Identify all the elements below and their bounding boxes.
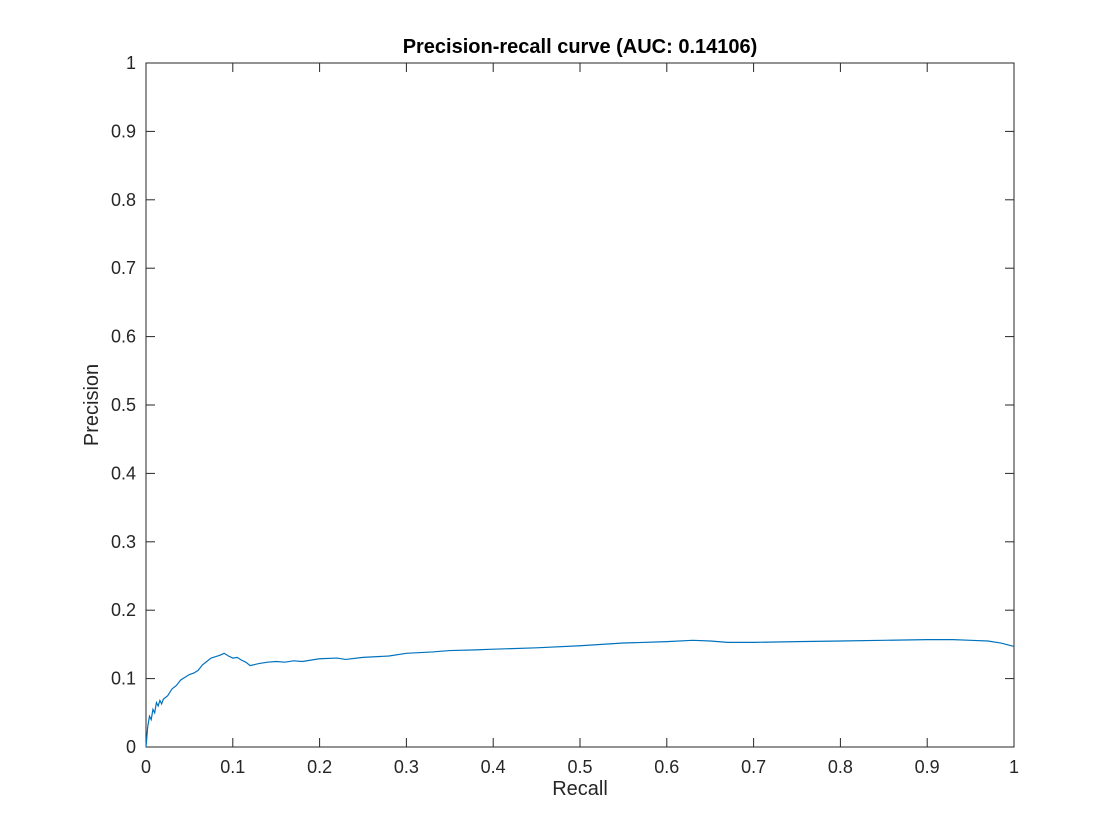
- x-tick-label: 0.2: [307, 757, 332, 777]
- y-tick-label: 1: [126, 53, 136, 73]
- x-tick-label: 0.6: [654, 757, 679, 777]
- y-tick-label: 0.2: [111, 600, 136, 620]
- y-tick-label: 0.7: [111, 258, 136, 278]
- x-tick-label: 0.7: [741, 757, 766, 777]
- y-tick-label: 0.9: [111, 121, 136, 141]
- x-tick-label: 1: [1009, 757, 1019, 777]
- plot-area-box: [145, 62, 1015, 748]
- x-tick-label: 0.5: [567, 757, 592, 777]
- x-tick-label: 0.4: [481, 757, 506, 777]
- tick-labels-layer: 0 0.1 0.2 0.3 0.4 0.5 0.6 0.7 0.8 0.9 1 0 0.1 0.2 0.3 0…: [111, 53, 1019, 777]
- y-tick-label: 0.8: [111, 190, 136, 210]
- y-tick-label: 0.5: [111, 395, 136, 415]
- x-axis-label: Recall: [552, 778, 608, 800]
- x-tick-label: 0: [141, 757, 151, 777]
- y-axis-label: Precision: [81, 364, 103, 446]
- x-tick-label: 0.1: [220, 757, 245, 777]
- x-tick-label: 0.9: [915, 757, 940, 777]
- series-line-precision-recall: [145, 639, 1015, 748]
- y-tick-label: 0.3: [111, 532, 136, 552]
- x-tick-label: 0.3: [394, 757, 419, 777]
- chart-title: Precision-recall curve (AUC: 0.14106): [403, 36, 758, 58]
- y-tick-label: 0.4: [111, 463, 136, 483]
- x-tick-label: 0.8: [828, 757, 853, 777]
- y-tick-label: 0: [126, 737, 136, 757]
- ticks-layer: [145, 62, 1015, 748]
- y-tick-label: 0.1: [111, 669, 136, 689]
- y-tick-label: 0.6: [111, 327, 136, 347]
